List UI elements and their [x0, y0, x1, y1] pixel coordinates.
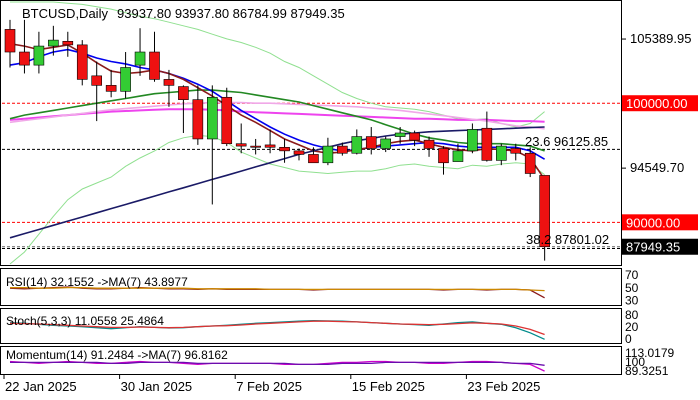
candle-body — [467, 129, 478, 152]
momentum-tick-label: 113.0179 — [625, 346, 674, 360]
overlay-ma-magenta — [9, 108, 545, 123]
stoch-label: Stoch(5,3,3) 11.0558 25.4864 — [6, 314, 164, 328]
candle-body — [394, 132, 406, 137]
price-tick-label: 105389.95 — [630, 31, 691, 46]
price-panel-frame — [0, 0, 622, 266]
candle-body — [91, 75, 102, 86]
overlay-ma-darkred — [9, 42, 546, 180]
level-tag-box — [622, 214, 698, 231]
stoch-tick-label: 80 — [625, 308, 639, 322]
candle-body — [48, 39, 59, 47]
candle-body — [279, 146, 290, 152]
candle-body — [250, 145, 261, 148]
momentum-tick-label: 89.3251 — [625, 364, 669, 378]
candle-body — [308, 154, 319, 164]
price-tick-label: 94549.70 — [630, 160, 684, 175]
candle-body — [192, 99, 204, 140]
candle-body — [221, 96, 233, 145]
candle-body — [539, 175, 550, 248]
candle-body — [207, 96, 218, 140]
fib-382-label: 38.2 87801.02 — [526, 232, 609, 247]
candle-body — [264, 144, 276, 148]
stoch-tick-label: 20 — [625, 320, 639, 334]
candle-body — [4, 29, 16, 53]
stoch-series-1 — [9, 320, 545, 336]
candle-body — [62, 40, 74, 46]
candle-body — [105, 85, 117, 92]
candle-body — [76, 44, 88, 80]
level-tag-label: 90000.00 — [626, 215, 680, 230]
level-tag-label: 87949.35 — [626, 240, 680, 255]
overlay-bb-upper — [10, 1, 545, 128]
time-axis: 22 Jan 2025 30 Jan 2025 7 Feb 2025 15 Feb 2… — [3, 375, 540, 394]
time-tick-label: 15 Feb 2025 — [352, 379, 425, 394]
momentum-series-1 — [10, 361, 545, 366]
candle-body — [452, 150, 464, 162]
candle-body — [423, 139, 435, 149]
candle-body — [19, 51, 30, 66]
rsi-tick-label: 30 — [625, 294, 639, 308]
rsi-label: RSI(14) 32.1552 ->MA(7) 43.8977 — [6, 275, 188, 289]
time-tick-label: 22 Jan 2025 — [5, 379, 77, 394]
level-tag-box — [622, 95, 698, 112]
overlay-ma-green — [9, 89, 545, 152]
candle-body — [149, 51, 160, 80]
candle-body — [409, 132, 420, 141]
time-tick-label: 23 Feb 2025 — [467, 379, 540, 394]
candle-body — [322, 145, 334, 164]
chart-symbol: BTCUSD,Daily — [22, 6, 108, 21]
candle-body — [380, 138, 392, 149]
time-tick-label: 7 Feb 2025 — [236, 379, 302, 394]
momentum-label: Momentum(14) 91.2484 ->MA(7) 96.8162 — [6, 348, 228, 362]
time-tick-label: 30 Jan 2025 — [121, 379, 193, 394]
momentum-tick-label: 100 — [625, 355, 645, 369]
candle-body — [365, 136, 377, 149]
candle-body — [495, 145, 507, 161]
candle-body — [510, 148, 522, 154]
candle-body — [351, 136, 363, 154]
rsi-tick-label: 70 — [625, 268, 639, 282]
candle-body — [438, 148, 449, 164]
overlay-ma-long-navy — [9, 126, 545, 239]
candle-body — [120, 67, 131, 92]
momentum-panel-frame — [0, 346, 622, 375]
candle-body — [235, 143, 247, 147]
candle-body — [481, 127, 493, 161]
level-tag-label: 100000.00 — [626, 96, 687, 111]
rsi-tick-label: 50 — [625, 281, 639, 295]
stoch-series-0 — [9, 319, 545, 340]
candle-body — [293, 150, 305, 155]
candle-body — [33, 45, 45, 66]
overlay-ma-blue-fast — [9, 48, 545, 160]
fib-236-label: 23.6 96125.85 — [525, 134, 608, 149]
candle-body — [337, 145, 348, 154]
moving-average-overlays — [9, 1, 546, 265]
level-tag-box — [622, 238, 698, 255]
candles — [4, 19, 550, 261]
rsi-panel-frame — [0, 268, 622, 306]
candle-body — [178, 86, 189, 100]
stoch-tick-label: 0 — [625, 332, 632, 346]
candle-body — [134, 51, 146, 66]
candle-body — [163, 79, 175, 86]
overlay-bb-lower — [9, 134, 545, 265]
price-axis: 105389.95 94549.70 100000.00 90000.00 87949.… — [622, 31, 698, 255]
rsi-series-1 — [10, 286, 545, 292]
overlay-ma-pink — [9, 101, 545, 130]
chart-ohlc: 93937.80 93937.80 86784.99 87949.35 — [117, 6, 345, 21]
candle-body — [524, 152, 536, 174]
